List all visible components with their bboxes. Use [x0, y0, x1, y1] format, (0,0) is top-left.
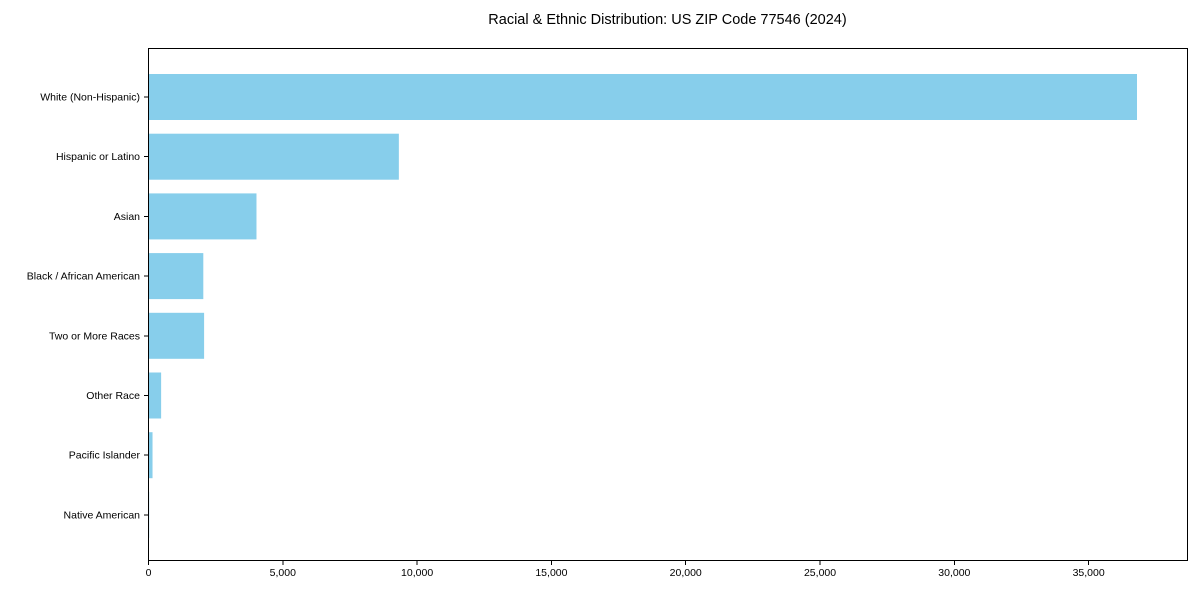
bar-pacific-islander — [148, 432, 153, 479]
bar-black-african-american — [148, 253, 204, 300]
y-axis-label-asian: Asian — [114, 211, 140, 223]
y-axis-label-pacific-islander: Pacific Islander — [69, 450, 141, 462]
chart-title: Racial & Ethnic Distribution: US ZIP Cod… — [488, 12, 847, 28]
x-tick-label-30-000: 30,000 — [938, 567, 970, 579]
y-axis-label-native-american: Native American — [64, 509, 141, 521]
plot-border — [148, 48, 1188, 561]
x-tick-label-15-000: 15,000 — [535, 567, 567, 579]
bar-two-or-more-races — [148, 312, 205, 359]
bar-other-race — [148, 372, 162, 419]
x-tick-label-5-000: 5,000 — [270, 567, 296, 579]
y-axis-label-black-african-american: Black / African American — [27, 271, 140, 283]
y-axis-label-hispanic-or-latino: Hispanic or Latino — [56, 151, 140, 163]
x-tick-label-10-000: 10,000 — [401, 567, 433, 579]
bar-white-non-hispanic — [148, 74, 1137, 120]
y-axis-label-other-race: Other Race — [86, 390, 140, 402]
y-axis-label-white-non-hispanic: White (Non-Hispanic) — [40, 92, 140, 104]
x-tick-label-25-000: 25,000 — [804, 567, 836, 579]
x-tick-label-0: 0 — [146, 567, 152, 579]
x-tick-label-35-000: 35,000 — [1073, 567, 1105, 579]
x-tick-label-20-000: 20,000 — [670, 567, 702, 579]
y-axis-label-two-or-more-races: Two or More Races — [49, 330, 140, 342]
bar-hispanic-or-latino — [148, 133, 399, 180]
bar-asian — [148, 193, 257, 240]
